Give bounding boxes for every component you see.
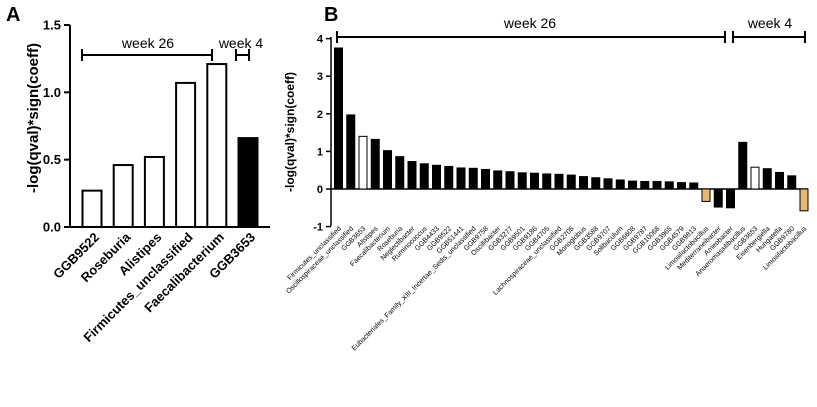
b-bar — [554, 173, 564, 190]
a-bar — [81, 189, 103, 228]
b-bar — [664, 181, 674, 190]
b-ytick-label: 1 — [317, 146, 323, 158]
panel-a-letter: A — [6, 4, 20, 26]
b-category-label: Oscillospiraceae_unclassified — [285, 225, 355, 295]
b-bar — [677, 182, 686, 190]
panel-b-week4-label: week 4 — [747, 15, 793, 31]
a-bar — [112, 164, 134, 228]
a-bar — [237, 137, 259, 228]
panel-b: B -log(qval)*sign(coeff) -1 0 1 2 3 4 Firmicu… — [283, 4, 809, 352]
a-ytick-label: 0.0 — [43, 220, 61, 235]
b-bar — [542, 173, 552, 190]
b-bar — [530, 172, 539, 190]
b-bar — [652, 180, 662, 190]
b-bar — [738, 141, 748, 190]
b-bar — [383, 150, 392, 190]
b-category-label: Firmicutes_unclassified — [287, 225, 343, 281]
b-bar — [579, 176, 588, 190]
b-bar — [407, 161, 417, 190]
panel-b-letter: B — [324, 4, 338, 26]
b-bar — [517, 172, 527, 190]
b-bar — [713, 188, 723, 208]
b-bar — [370, 138, 380, 190]
b-bar — [799, 188, 809, 212]
b-bar — [603, 178, 613, 190]
b-bar — [444, 165, 454, 190]
b-bar — [615, 179, 625, 190]
a-bar — [143, 155, 165, 228]
panel-b-week26-label: week 26 — [503, 15, 556, 31]
b-ytick-label: 0 — [317, 184, 323, 196]
b-bar — [689, 182, 699, 190]
panel-a-ylabel: -log(qval)*sign(coeff) — [25, 43, 42, 193]
b-bar — [432, 164, 441, 190]
b-bar — [628, 180, 637, 190]
panel-b-ylabel: -log(qval)*sign(coeff) — [283, 72, 297, 192]
b-bar — [591, 177, 601, 190]
b-ytick-label: 2 — [317, 109, 323, 121]
b-bar — [762, 168, 772, 190]
b-bar — [456, 167, 466, 190]
b-ytick-label: 3 — [317, 71, 323, 83]
b-ytick-label: -1 — [313, 222, 323, 234]
panel-a-week26-label: week 26 — [121, 35, 174, 51]
b-bar — [468, 167, 478, 190]
a-bar — [175, 81, 197, 229]
panel-a-week4-label: week 4 — [218, 35, 264, 51]
b-bar — [640, 180, 650, 190]
b-bar — [787, 175, 797, 190]
b-bar — [505, 171, 515, 190]
a-ytick-label: 1.5 — [43, 18, 61, 33]
b-bar — [395, 156, 405, 190]
b-bar — [346, 114, 356, 190]
b-bar — [493, 170, 503, 190]
b-bar — [726, 188, 735, 209]
b-bar — [701, 188, 711, 202]
a-ytick-label: 0.5 — [43, 152, 61, 167]
b-bar — [334, 47, 343, 190]
panel-a: A -log(qval)*sign(coeff) 0.00.51.01.5 GG… — [6, 4, 270, 345]
a-ytick-label: 1.0 — [43, 85, 61, 100]
b-bar — [481, 168, 490, 190]
a-bar — [206, 63, 228, 229]
b-ytick-label: 4 — [317, 34, 324, 46]
b-bar — [775, 171, 784, 190]
b-bar — [750, 166, 760, 190]
b-bar — [419, 163, 429, 190]
b-bar — [566, 174, 576, 190]
b-bar — [358, 135, 368, 190]
